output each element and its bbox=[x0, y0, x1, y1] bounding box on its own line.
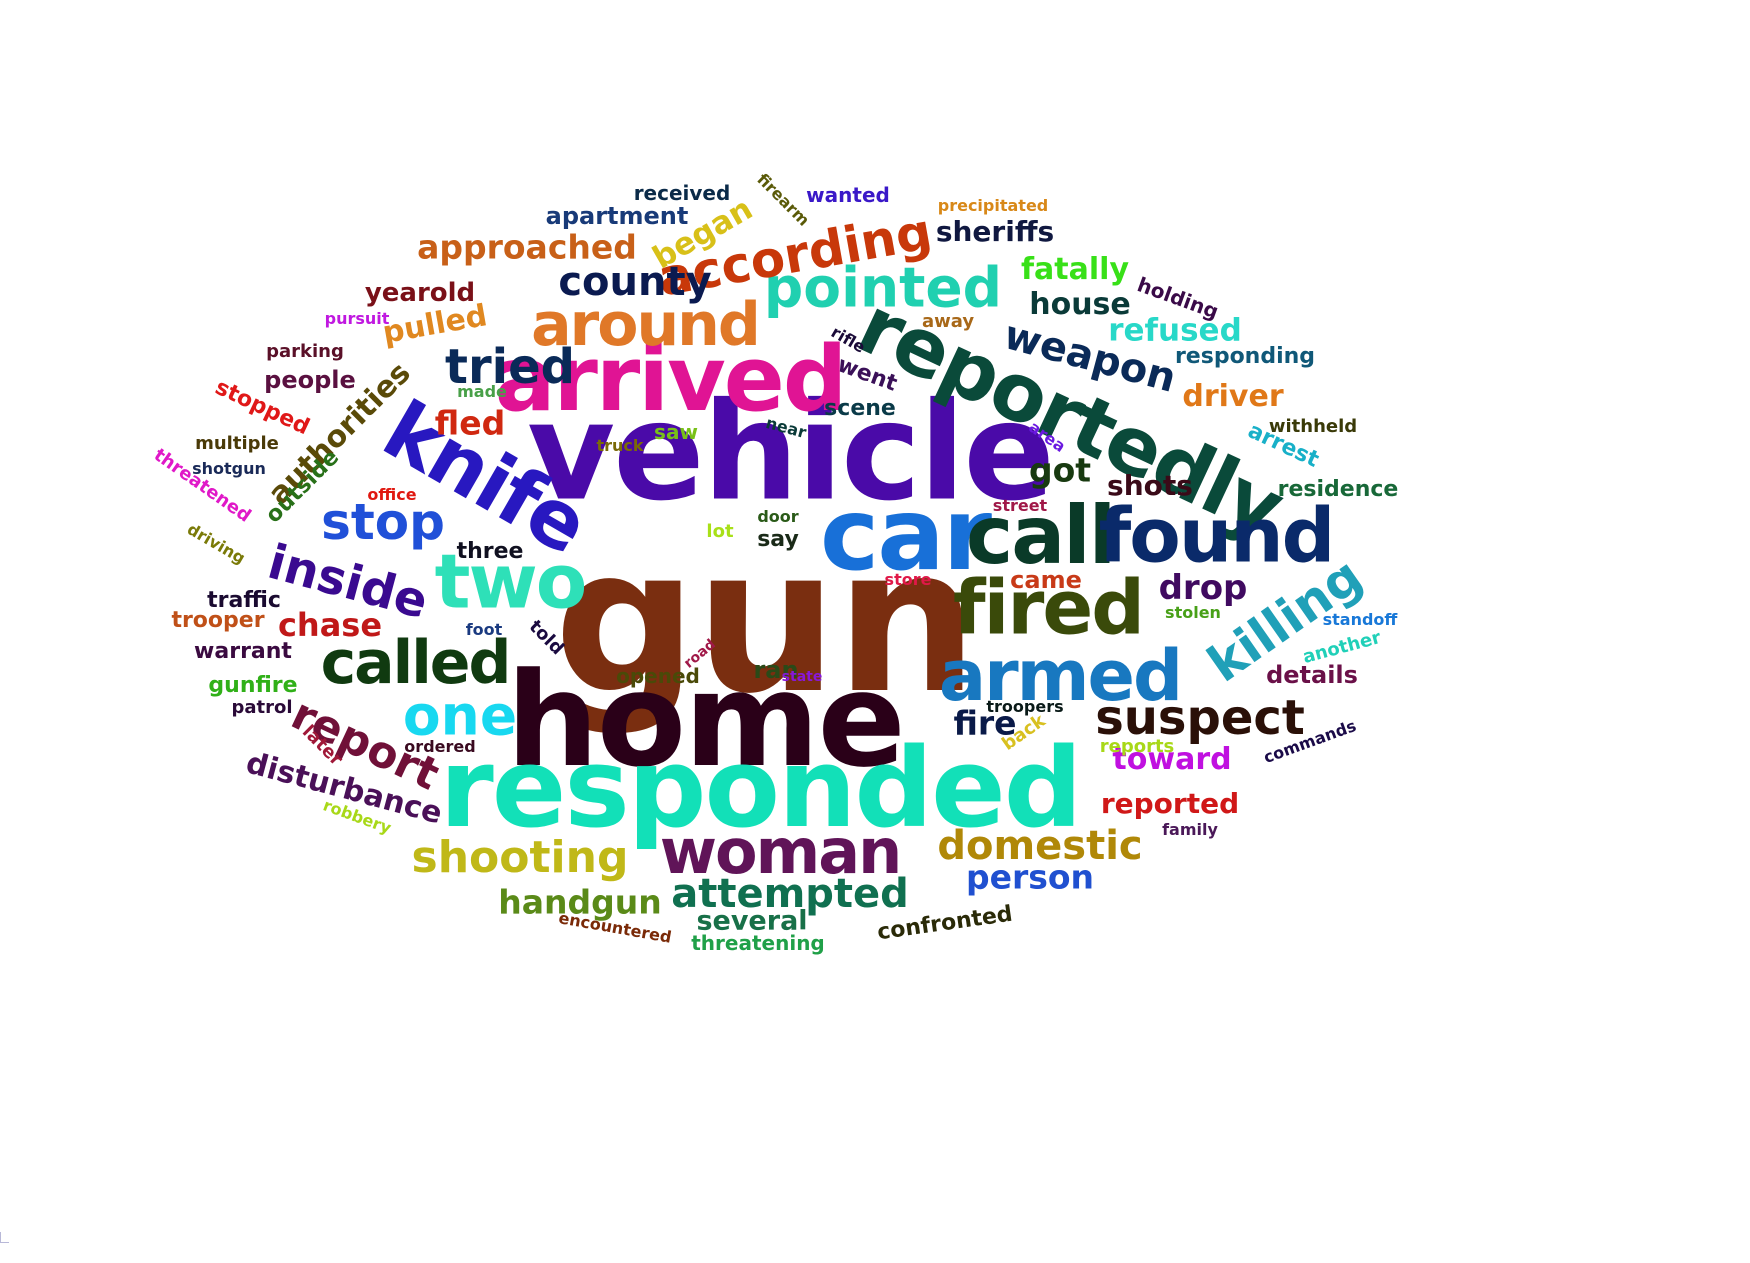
word-refused: refused bbox=[1108, 312, 1242, 349]
word-gunfire: gunfire bbox=[208, 673, 298, 698]
word-family: family bbox=[1162, 820, 1218, 839]
word-store: store bbox=[884, 570, 932, 589]
word-driver: driver bbox=[1182, 379, 1284, 414]
word-fire: fire bbox=[953, 703, 1017, 743]
word-say: say bbox=[757, 527, 799, 552]
word-call: call bbox=[965, 489, 1116, 582]
word-lot: lot bbox=[706, 521, 734, 542]
word-state: state bbox=[781, 669, 823, 685]
word-house: house bbox=[1029, 287, 1131, 322]
word-away: away bbox=[921, 311, 975, 332]
word-pointed: pointed bbox=[763, 255, 1003, 320]
word-reports: reports bbox=[1099, 736, 1175, 757]
word-stolen: stolen bbox=[1165, 603, 1221, 622]
word-shots: shots bbox=[1107, 469, 1193, 502]
word-threatening: threatening bbox=[691, 931, 825, 955]
word-received: received bbox=[633, 181, 731, 205]
word-handgun: handgun bbox=[498, 882, 662, 922]
word-troopers: troopers bbox=[986, 697, 1064, 716]
word-ordered: ordered bbox=[404, 737, 476, 756]
word-responding: responding bbox=[1174, 344, 1316, 369]
word-chase: chase bbox=[277, 606, 383, 644]
word-saw: saw bbox=[654, 420, 698, 444]
word-drop: drop bbox=[1158, 568, 1248, 608]
word-tried: tried bbox=[445, 339, 575, 395]
word-firearm: firearm bbox=[753, 169, 814, 230]
word-found: found bbox=[1098, 491, 1336, 580]
word-called: called bbox=[320, 628, 512, 698]
word-office: office bbox=[367, 485, 417, 504]
word-stop: stop bbox=[321, 493, 445, 551]
word-trooper: trooper bbox=[171, 608, 265, 633]
word-scene: scene bbox=[824, 396, 896, 421]
word-home: home bbox=[506, 644, 905, 796]
word-precipitated: precipitated bbox=[937, 196, 1049, 215]
word-shooting: shooting bbox=[411, 832, 629, 883]
word-county: county bbox=[558, 259, 712, 305]
word-people: people bbox=[264, 366, 356, 394]
word-attempted: attempted bbox=[671, 871, 909, 917]
word-around: around bbox=[531, 290, 761, 360]
word-arrived: arrived bbox=[494, 327, 847, 432]
word-toward: toward bbox=[1112, 742, 1232, 777]
word-vehicle: vehicle bbox=[527, 373, 1055, 531]
word-yearold: yearold bbox=[364, 278, 476, 308]
corner-mark bbox=[0, 1232, 9, 1243]
word-ran: ran bbox=[753, 656, 799, 684]
word-pursuit: pursuit bbox=[324, 309, 390, 328]
word-reported: reported bbox=[1100, 787, 1240, 820]
word-wanted: wanted bbox=[806, 183, 890, 207]
word-fled: fled bbox=[434, 403, 506, 443]
word-door: door bbox=[757, 507, 799, 526]
word-withheld: withheld bbox=[1268, 416, 1358, 437]
word-shotgun: shotgun bbox=[192, 459, 266, 478]
word-approached: approached bbox=[417, 227, 637, 267]
word-two: two bbox=[434, 537, 588, 626]
word-standoff: standoff bbox=[1322, 610, 1398, 629]
word-sheriffs: sheriffs bbox=[935, 215, 1055, 248]
word-truck: truck bbox=[596, 436, 644, 455]
word-person: person bbox=[965, 857, 1095, 897]
word-traffic: traffic bbox=[207, 588, 281, 613]
word-responded: responded bbox=[439, 724, 1082, 852]
word-three: three bbox=[456, 539, 524, 564]
word-one: one bbox=[402, 683, 518, 748]
word-patrol: patrol bbox=[231, 697, 293, 718]
word-car: car bbox=[819, 476, 992, 593]
word-made: made bbox=[457, 382, 507, 401]
word-opened: opened bbox=[616, 664, 700, 688]
word-foot: foot bbox=[465, 620, 503, 639]
word-domestic: domestic bbox=[937, 823, 1143, 869]
word-came: came bbox=[1010, 566, 1082, 594]
word-residence: residence bbox=[1277, 477, 1399, 502]
word-several: several bbox=[696, 905, 808, 937]
word-warrant: warrant bbox=[194, 639, 292, 664]
word-woman: woman bbox=[659, 815, 902, 888]
word-armed: armed bbox=[938, 635, 1183, 717]
word-got: got bbox=[1028, 450, 1092, 490]
word-apartment: apartment bbox=[545, 202, 689, 230]
word-fatally: fatally bbox=[1020, 252, 1130, 287]
word-driving: driving bbox=[183, 519, 249, 568]
word-gun: gun bbox=[554, 505, 978, 738]
word-fired: fired bbox=[953, 563, 1145, 652]
word-street: street bbox=[992, 496, 1048, 515]
word-suspect: suspect bbox=[1095, 690, 1305, 746]
word-multiple: multiple bbox=[195, 433, 279, 454]
word-parking: parking bbox=[266, 341, 344, 362]
word-details: details bbox=[1266, 661, 1358, 689]
